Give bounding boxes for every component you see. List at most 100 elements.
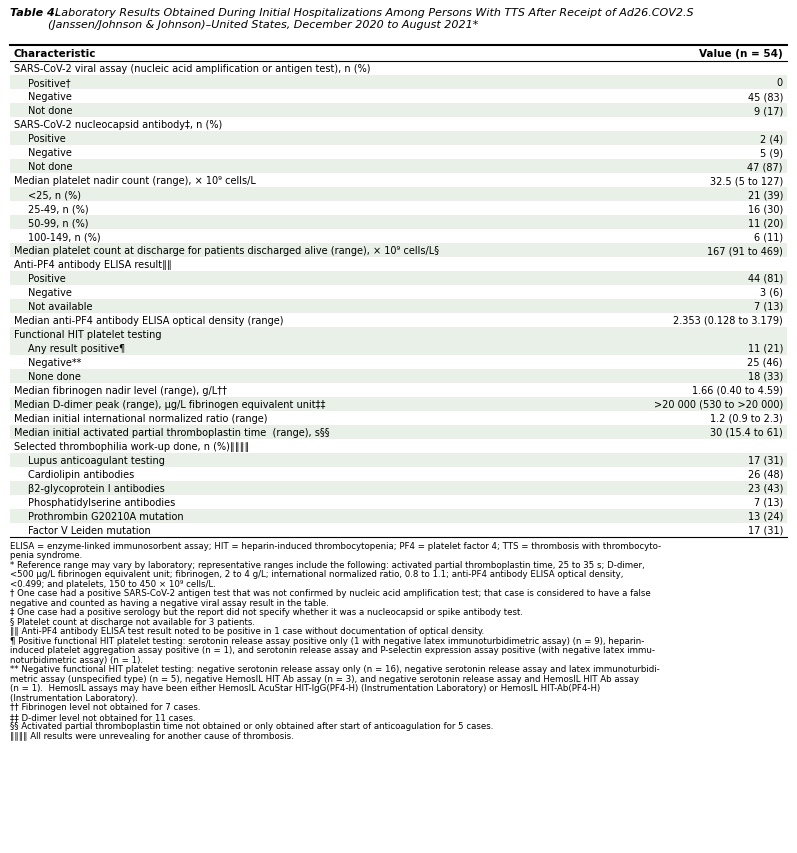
Bar	[10, 244, 787, 258]
Text: Median platelet nadir count (range), × 10⁹ cells/L: Median platelet nadir count (range), × 1…	[14, 176, 256, 186]
Text: 17 (31): 17 (31)	[748, 456, 783, 466]
Text: SARS-CoV-2 viral assay (nucleic acid amplification or antigen test), n (%): SARS-CoV-2 viral assay (nucleic acid amp…	[14, 64, 371, 74]
Text: Phosphatidylserine antibodies: Phosphatidylserine antibodies	[28, 497, 175, 508]
Text: <0.499; and platelets, 150 to 450 × 10⁹ cells/L.: <0.499; and platelets, 150 to 450 × 10⁹ …	[10, 579, 216, 589]
Text: 0: 0	[777, 78, 783, 88]
Text: ‡‡ D-dimer level not obtained for 11 cases.: ‡‡ D-dimer level not obtained for 11 cas…	[10, 712, 195, 721]
Bar	[10, 509, 787, 524]
Bar	[10, 328, 787, 341]
Text: Negative: Negative	[28, 287, 72, 298]
Bar	[10, 369, 787, 384]
Bar	[10, 272, 787, 286]
Text: SARS-CoV-2 nucleocapsid antibody‡, n (%): SARS-CoV-2 nucleocapsid antibody‡, n (%)	[14, 120, 222, 130]
Text: Selected thrombophilia work-up done, n (%)∥∥∥∥: Selected thrombophilia work-up done, n (…	[14, 442, 249, 451]
Text: 1.66 (0.40 to 4.59): 1.66 (0.40 to 4.59)	[692, 386, 783, 396]
Text: 25-49, n (%): 25-49, n (%)	[28, 204, 88, 214]
Text: 3 (6): 3 (6)	[760, 287, 783, 298]
Text: 16 (30): 16 (30)	[748, 204, 783, 214]
Text: 50-99, n (%): 50-99, n (%)	[28, 218, 88, 228]
Bar	[10, 132, 787, 146]
Text: Median initial international normalized ratio (range): Median initial international normalized …	[14, 414, 268, 423]
Text: Positive†: Positive†	[28, 78, 71, 88]
Text: ELISA = enzyme-linked immunosorbent assay; HIT = heparin-induced thrombocytopeni: ELISA = enzyme-linked immunosorbent assa…	[10, 542, 662, 550]
Text: Value (n = 54): Value (n = 54)	[699, 49, 783, 59]
Text: <500 μg/L fibrinogen equivalent unit; fibrinogen, 2 to 4 g/L; international norm: <500 μg/L fibrinogen equivalent unit; fi…	[10, 570, 623, 579]
Text: 11 (21): 11 (21)	[748, 344, 783, 354]
Bar	[10, 426, 787, 439]
Bar	[10, 481, 787, 496]
Text: Positive: Positive	[28, 274, 65, 284]
Text: <25, n (%): <25, n (%)	[28, 189, 81, 200]
Text: 7 (13): 7 (13)	[754, 497, 783, 508]
Text: 1.2 (0.9 to 2.3): 1.2 (0.9 to 2.3)	[710, 414, 783, 423]
Text: Not available: Not available	[28, 302, 92, 311]
Text: Factor V Leiden mutation: Factor V Leiden mutation	[28, 525, 151, 536]
Text: (n = 1).  HemosIL assays may have been either HemosIL AcuStar HIT-IgG(PF4-H) (In: (n = 1). HemosIL assays may have been ei…	[10, 684, 600, 693]
Text: § Platelet count at discharge not available for 3 patients.: § Platelet count at discharge not availa…	[10, 618, 255, 626]
Text: Median anti-PF4 antibody ELISA optical density (range): Median anti-PF4 antibody ELISA optical d…	[14, 316, 284, 326]
Text: Functional HIT platelet testing: Functional HIT platelet testing	[14, 329, 162, 339]
Text: ¶ Positive functional HIT platelet testing: serotonin release assay positive onl: ¶ Positive functional HIT platelet testi…	[10, 636, 645, 645]
Bar	[10, 216, 787, 229]
Bar	[10, 188, 787, 202]
Text: Characteristic: Characteristic	[14, 49, 96, 59]
Text: 26 (48): 26 (48)	[748, 469, 783, 479]
Text: Median D-dimer peak (range), μg/L fibrinogen equivalent unit‡‡: Median D-dimer peak (range), μg/L fibrin…	[14, 399, 325, 409]
Text: Anti-PF4 antibody ELISA result∥∥: Anti-PF4 antibody ELISA result∥∥	[14, 259, 172, 270]
Text: 2.353 (0.128 to 3.179): 2.353 (0.128 to 3.179)	[673, 316, 783, 326]
Bar	[10, 160, 787, 174]
Text: ∥∥ Anti-PF4 antibody ELISA test result noted to be positive in 1 case without do: ∥∥ Anti-PF4 antibody ELISA test result n…	[10, 627, 485, 635]
Text: Negative: Negative	[28, 148, 72, 158]
Text: penia syndrome.: penia syndrome.	[10, 551, 82, 560]
Text: 7 (13): 7 (13)	[754, 302, 783, 311]
Text: † One case had a positive SARS-CoV-2 antigen test that was not confirmed by nucl: † One case had a positive SARS-CoV-2 ant…	[10, 589, 650, 598]
Text: Median fibrinogen nadir level (range), g/L††: Median fibrinogen nadir level (range), g…	[14, 386, 227, 396]
Text: induced platelet aggregation assay positive (n = 1), and serotonin release assay: induced platelet aggregation assay posit…	[10, 646, 655, 655]
Text: 47 (87): 47 (87)	[748, 162, 783, 171]
Text: Negative**: Negative**	[28, 357, 81, 368]
Text: Positive: Positive	[28, 134, 65, 144]
Text: Cardiolipin antibodies: Cardiolipin antibodies	[28, 469, 134, 479]
Text: Any result positive¶: Any result positive¶	[28, 344, 125, 354]
Text: 23 (43): 23 (43)	[748, 484, 783, 493]
Text: >20 000 (530 to >20 000): >20 000 (530 to >20 000)	[654, 399, 783, 409]
Bar	[10, 104, 787, 118]
Text: §§ Activated partial thromboplastin time not obtained or only obtained after sta: §§ Activated partial thromboplastin time…	[10, 722, 493, 731]
Text: 5 (9): 5 (9)	[760, 148, 783, 158]
Text: Table 4.: Table 4.	[10, 8, 59, 18]
Bar	[10, 397, 787, 411]
Text: 25 (46): 25 (46)	[748, 357, 783, 368]
Text: 18 (33): 18 (33)	[748, 372, 783, 381]
Text: Negative: Negative	[28, 92, 72, 102]
Bar	[10, 299, 787, 314]
Text: 45 (83): 45 (83)	[748, 92, 783, 102]
Text: 2 (4): 2 (4)	[760, 134, 783, 144]
Text: Median initial activated partial thromboplastin time  (range), s§§: Median initial activated partial thrombo…	[14, 427, 330, 438]
Text: noturbidimetric assay) (n = 1).: noturbidimetric assay) (n = 1).	[10, 655, 143, 664]
Text: Prothrombin G20210A mutation: Prothrombin G20210A mutation	[28, 512, 183, 521]
Text: 30 (15.4 to 61): 30 (15.4 to 61)	[710, 427, 783, 438]
Bar	[10, 454, 787, 467]
Text: 21 (39): 21 (39)	[748, 189, 783, 200]
Text: 17 (31): 17 (31)	[748, 525, 783, 536]
Text: ‡ One case had a positive serology but the report did not specify whether it was: ‡ One case had a positive serology but t…	[10, 608, 523, 617]
Text: Laboratory Results Obtained During Initial Hospitalizations Among Persons With T: Laboratory Results Obtained During Initi…	[48, 8, 693, 30]
Bar	[10, 341, 787, 356]
Text: 9 (17): 9 (17)	[754, 106, 783, 116]
Text: None done: None done	[28, 372, 80, 381]
Text: 6 (11): 6 (11)	[754, 232, 783, 241]
Text: (Instrumentation Laboratory).: (Instrumentation Laboratory).	[10, 693, 138, 702]
Text: Not done: Not done	[28, 106, 73, 116]
Text: metric assay (unspecified type) (n = 5), negative HemosIL HIT Ab assay (n = 3), : metric assay (unspecified type) (n = 5),…	[10, 674, 639, 683]
Text: 32.5 (5 to 127): 32.5 (5 to 127)	[710, 176, 783, 186]
Text: negative and counted as having a negative viral assay result in the table.: negative and counted as having a negativ…	[10, 598, 328, 607]
Bar	[10, 76, 787, 90]
Text: β2-glycoprotein I antibodies: β2-glycoprotein I antibodies	[28, 484, 165, 493]
Text: 11 (20): 11 (20)	[748, 218, 783, 228]
Text: †† Fibrinogen level not obtained for 7 cases.: †† Fibrinogen level not obtained for 7 c…	[10, 703, 201, 711]
Text: ∥∥∥∥ All results were unrevealing for another cause of thrombosis.: ∥∥∥∥ All results were unrevealing for an…	[10, 731, 294, 740]
Text: 44 (81): 44 (81)	[748, 274, 783, 284]
Text: 100-149, n (%): 100-149, n (%)	[28, 232, 100, 241]
Text: Median platelet count at discharge for patients discharged alive (range), × 10⁹ : Median platelet count at discharge for p…	[14, 246, 439, 256]
Text: Lupus anticoagulant testing: Lupus anticoagulant testing	[28, 456, 165, 466]
